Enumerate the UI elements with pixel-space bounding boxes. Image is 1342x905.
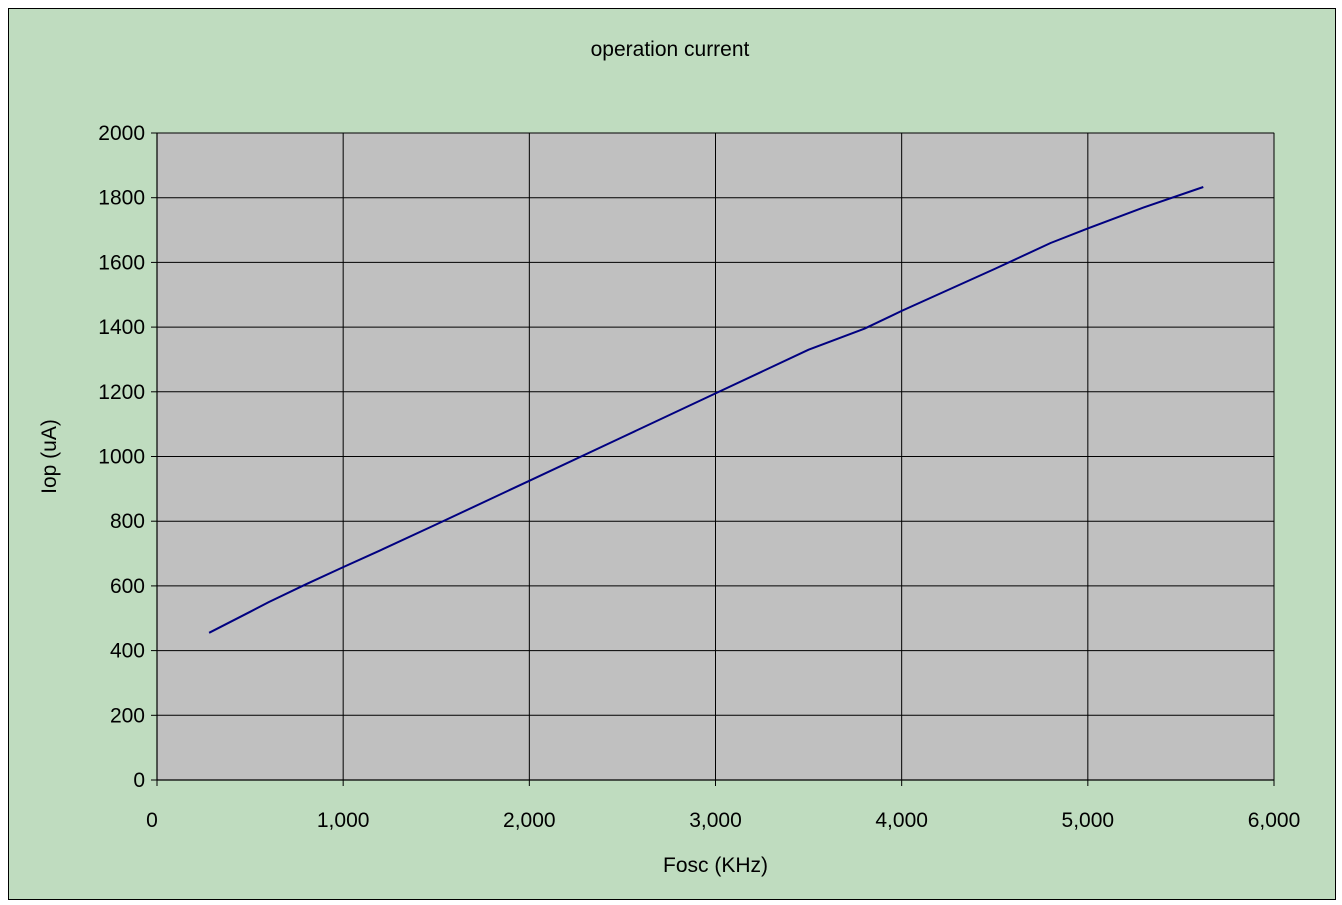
x-tick-label: 2,000: [503, 809, 556, 832]
x-axis-ticks: 0 1,000 2,000 3,000 4,000 5,000 6,000: [146, 780, 1300, 832]
grid-lines: [156, 132, 1275, 781]
y-tick-label: 0: [133, 769, 145, 792]
y-tick-label: 1600: [98, 251, 145, 274]
series-layer: [208, 186, 1204, 634]
x-tick-label: 4,000: [875, 809, 928, 832]
y-tick-label: 400: [110, 640, 145, 663]
x-tick-label: 6,000: [1248, 809, 1301, 832]
x-tick-label: 1,000: [317, 809, 370, 832]
x-tick-label: 3,000: [689, 809, 742, 832]
x-axis-label: Fosc (KHz): [663, 854, 768, 877]
y-tick-label: 600: [110, 575, 145, 598]
y-tick-label: 200: [110, 704, 145, 727]
y-tick-label: 800: [110, 510, 145, 533]
series-line: [208, 186, 1204, 634]
chart-title: operation current: [591, 38, 750, 61]
y-tick-label: 1000: [98, 446, 145, 469]
y-tick-label: 2000: [98, 122, 145, 145]
y-axis-ticks: 0 200 400 600 800 1000 1200 1400 1600 1800 2000: [98, 122, 157, 792]
y-tick-label: 1400: [98, 316, 145, 339]
y-tick-label: 1800: [98, 187, 145, 210]
x-tick-label: 0: [146, 809, 158, 832]
x-tick-label: 5,000: [1062, 809, 1115, 832]
y-tick-label: 1200: [98, 381, 145, 404]
y-axis-label: Iop (uA): [38, 419, 61, 494]
